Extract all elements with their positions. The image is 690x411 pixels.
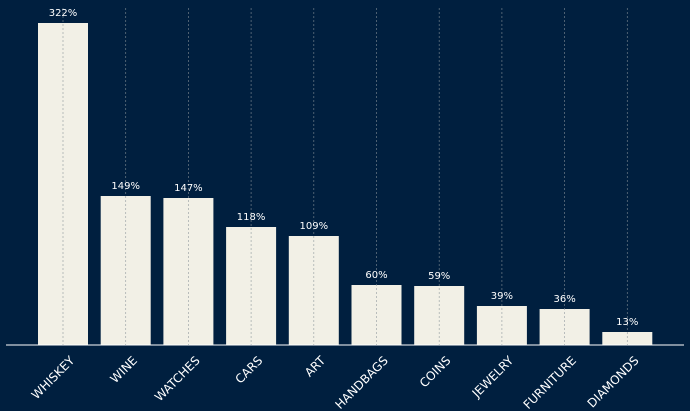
value-label-furniture: 36% — [553, 294, 575, 305]
tick-label-coins: COINS — [417, 353, 454, 390]
bar-handbags — [351, 285, 402, 345]
value-label-cars: 118% — [237, 212, 266, 223]
tick-label-diamonds: DIAMONDS — [585, 353, 642, 410]
tick-label-whiskey: WHISKEY — [29, 353, 78, 402]
tick-label-cars: CARS — [233, 353, 266, 386]
value-label-art: 109% — [300, 221, 329, 232]
bar-art — [288, 236, 339, 345]
tick-label-art: ART — [302, 353, 329, 380]
value-label-wine: 149% — [111, 181, 140, 192]
tick-label-jewelry: JEWELRY — [469, 353, 517, 401]
tick-label-handbags: HANDBAGS — [332, 353, 390, 411]
tick-label-watches: WATCHES — [152, 353, 203, 404]
tick-label-furniture: FURNITURE — [521, 353, 579, 411]
value-label-diamonds: 13% — [616, 317, 638, 328]
bar-coins — [414, 286, 465, 345]
gridlines — [62, 8, 628, 345]
value-label-handbags: 60% — [365, 270, 387, 281]
value-label-whiskey: 322% — [49, 8, 78, 19]
bar-diamonds — [602, 332, 653, 345]
x-tick-labels: WHISKEY WINE WATCHES CARS ART HANDBAGS COINS JE… — [29, 353, 642, 411]
bars — [38, 23, 653, 345]
value-label-jewelry: 39% — [491, 291, 513, 302]
tick-label-wine: WINE — [108, 353, 141, 386]
bar-wine — [100, 196, 151, 345]
bar-furniture — [539, 309, 590, 345]
value-labels: 322% 149% 147% 118% 109% 60% 59% 39% 36% 13% — [49, 8, 639, 328]
value-label-coins: 59% — [428, 271, 450, 282]
value-label-watches: 147% — [174, 183, 203, 194]
